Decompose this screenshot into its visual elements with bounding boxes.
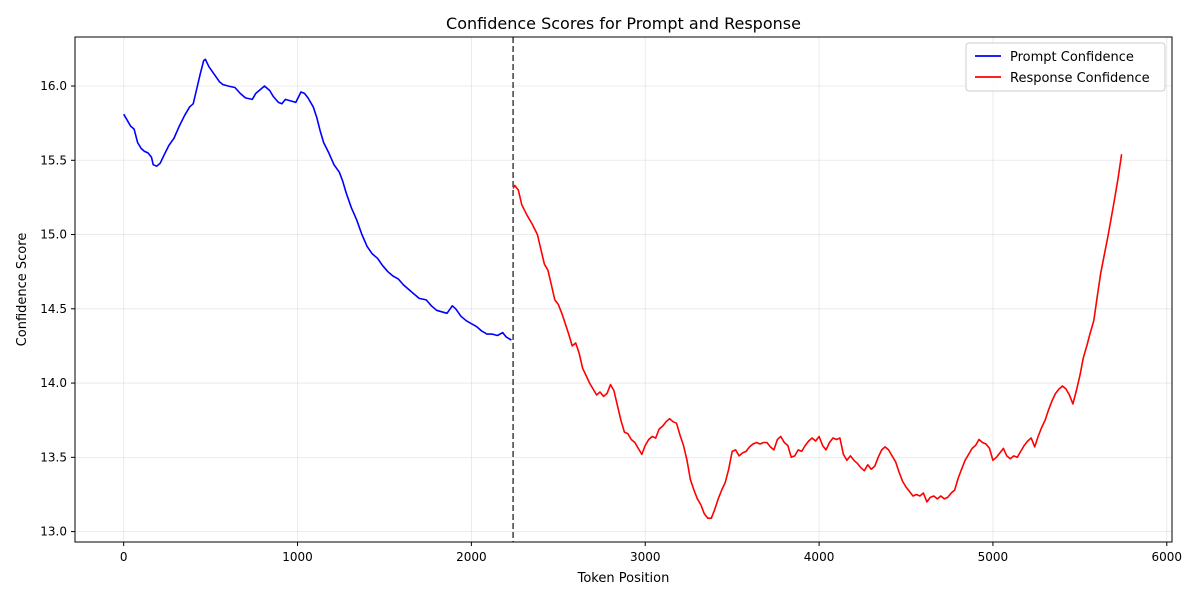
plot-frame	[74, 36, 1173, 543]
legend-box	[965, 42, 1166, 92]
x-tick-label: 2000	[456, 550, 487, 564]
series-line-1	[512, 154, 1123, 519]
legend: Prompt Confidence Response Confidence	[965, 42, 1166, 92]
x-tick-label: 4000	[804, 550, 835, 564]
chart-title: Confidence Scores for Prompt and Respons…	[446, 14, 801, 33]
y-tick-label: 13.0	[40, 525, 67, 539]
ticks: 0 1000 2000 3000 4000 5000 6000 13.0 13.5 14.0 14.…	[40, 79, 1182, 564]
x-axis-label: Token Position	[577, 571, 670, 586]
x-tick-label: 0	[120, 550, 128, 564]
y-tick-label: 16.0	[40, 79, 67, 93]
y-tick-label: 14.0	[40, 376, 67, 390]
x-tick-label: 6000	[1152, 550, 1183, 564]
legend-label: Prompt Confidence	[1010, 50, 1134, 65]
y-axis-label: Confidence Score	[15, 233, 30, 347]
legend-label: Response Confidence	[1010, 71, 1150, 86]
x-tick-label: 5000	[978, 550, 1009, 564]
grid	[75, 37, 1172, 542]
x-tick-label: 1000	[282, 550, 313, 564]
y-tick-label: 15.5	[40, 153, 67, 167]
series-layer	[123, 58, 1123, 519]
x-tick-label: 3000	[630, 550, 661, 564]
y-tick-label: 15.0	[40, 228, 67, 242]
y-tick-label: 13.5	[40, 450, 67, 464]
y-tick-label: 14.5	[40, 302, 67, 316]
series-line-0	[123, 58, 512, 341]
